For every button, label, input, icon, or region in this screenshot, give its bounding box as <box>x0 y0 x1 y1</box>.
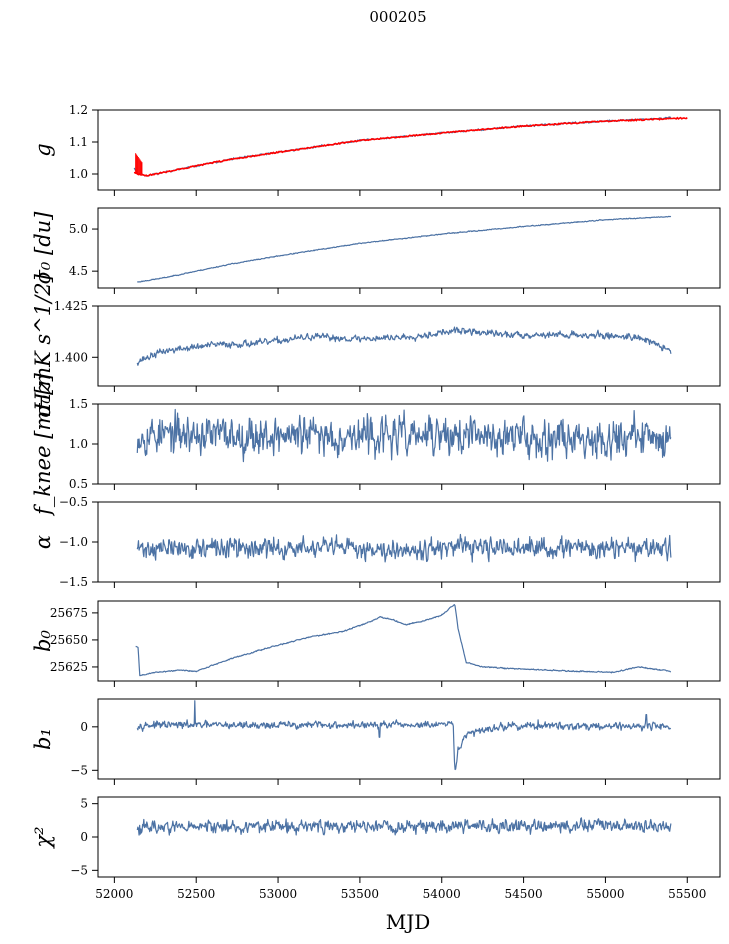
y-axis-label-b0: b₀ <box>31 629 55 651</box>
y-tick-label-sigma0_mk: 1.425 <box>54 299 88 313</box>
series-line-b1 <box>136 700 672 771</box>
y-tick-label-g: 1.0 <box>69 167 88 181</box>
y-tick-label-fknee: 1.0 <box>69 437 88 451</box>
x-tick-label: 53000 <box>259 887 297 901</box>
y-tick-label-sigma0_du: 5.0 <box>69 222 88 236</box>
x-tick-label: 52500 <box>177 887 215 901</box>
y-axis-label-chi2: χ² <box>31 826 55 849</box>
axes-frame-sigma0_mk <box>97 305 721 387</box>
y-tick-label-chi2: 0 <box>80 830 88 844</box>
fit-line-g <box>133 116 688 177</box>
x-tick-label: 55000 <box>586 887 624 901</box>
y-tick-label-sigma0_mk: 1.400 <box>54 350 88 364</box>
axes-frame-g <box>97 109 721 191</box>
panel-chi2: −5 0 5 52000 52500 53000 53500 54000 54500 55000 5… <box>31 796 721 901</box>
axes-frame-alpha <box>97 501 721 583</box>
series-line-fknee <box>136 408 672 463</box>
axes-frame-chi2 <box>97 796 721 878</box>
y-tick-label-alpha: −1.0 <box>59 535 88 549</box>
y-tick-label-b0: 25650 <box>50 633 88 647</box>
y-tick-label-alpha: −0.5 <box>59 495 88 509</box>
axes-frame-b1 <box>97 698 721 780</box>
series-line-g <box>133 116 672 177</box>
y-tick-label-b0: 25675 <box>50 606 88 620</box>
y-tick-label-sigma0_du: 4.5 <box>69 264 88 278</box>
y-tick-label-g: 1.2 <box>69 103 88 117</box>
axes-frame-b0 <box>97 600 721 682</box>
y-axis-label-fknee: f_knee [mHz] <box>31 372 55 517</box>
y-axis-label-sigma0_mk: σ₀[mK s^1/2] <box>31 273 55 417</box>
panel-g: 1.0 1.1 1.2 g <box>31 103 721 196</box>
panel-b1: −5 0 b₁ <box>31 698 721 785</box>
y-tick-label-g: 1.1 <box>69 135 88 149</box>
y-tick-label-alpha: −1.5 <box>59 575 88 589</box>
series-line-b0 <box>135 604 672 677</box>
y-axis-label-alpha: α <box>31 535 55 549</box>
series-line-sigma0_du <box>136 215 672 283</box>
y-tick-label-chi2: 5 <box>80 797 88 811</box>
y-axis-label-sigma0_du: σ₀ [du] <box>31 211 55 285</box>
y-tick-label-b1: −5 <box>70 763 88 777</box>
figure-title: 000205 <box>369 8 426 26</box>
panel-b0: 25625 25650 25675 b₀ <box>31 600 721 687</box>
y-tick-label-fknee: 0.5 <box>69 477 88 491</box>
panel-fknee: 0.5 1.0 1.5 f_knee [mHz] <box>31 372 721 517</box>
x-tick-label: 53500 <box>341 887 379 901</box>
y-tick-label-chi2: −5 <box>70 863 88 877</box>
x-tick-label: 52000 <box>95 887 133 901</box>
y-tick-label-b1: 0 <box>80 720 88 734</box>
x-axis-label: MJD <box>386 910 431 934</box>
x-tick-label: 54500 <box>504 887 542 901</box>
x-tick-label: 55500 <box>668 887 706 901</box>
panel-sigma0_du: 4.5 5.0 σ₀ [du] <box>31 207 721 294</box>
y-axis-label-g: g <box>31 143 55 156</box>
x-tick-label: 54000 <box>423 887 461 901</box>
y-tick-label-b0: 25625 <box>50 660 88 674</box>
panel-alpha: −1.5 −1.0 −0.5 α <box>31 495 721 589</box>
y-axis-label-b1: b₁ <box>31 728 55 750</box>
series-line-sigma0_mk <box>136 326 672 366</box>
y-tick-label-fknee: 1.5 <box>69 397 88 411</box>
axes-frame-sigma0_du <box>97 207 721 289</box>
series-line-alpha <box>136 533 672 563</box>
series-line-chi2 <box>136 817 672 836</box>
